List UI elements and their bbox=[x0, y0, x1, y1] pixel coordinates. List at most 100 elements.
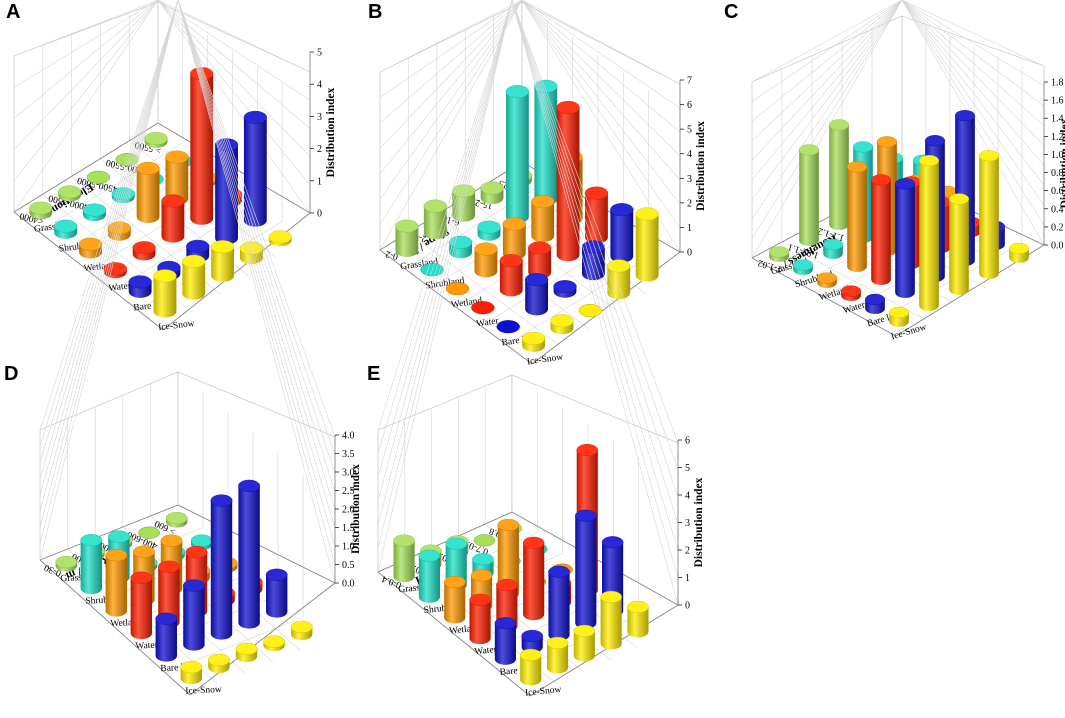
bar-water-1 bbox=[469, 593, 491, 645]
bar-ice-snow-1 bbox=[519, 648, 542, 686]
z-tick-label: 1 bbox=[687, 223, 692, 234]
bar-grassland-1 bbox=[395, 219, 419, 257]
bar-grassland-3 bbox=[828, 119, 850, 230]
bar-grassland-1 bbox=[393, 534, 415, 583]
bar-water-3 bbox=[522, 536, 545, 621]
z-tick-label: 2.0 bbox=[342, 505, 355, 516]
series-tick-label: Water bbox=[135, 641, 159, 652]
bar-wetland-2 bbox=[846, 161, 868, 272]
bar-ice-snow-3 bbox=[948, 193, 970, 295]
bar-grassland-3 bbox=[86, 170, 111, 184]
z-tick-label: 0.5 bbox=[342, 560, 355, 571]
bar-water-4 bbox=[556, 101, 580, 262]
bar-water-1 bbox=[130, 571, 153, 640]
z-tick-label: 5 bbox=[687, 125, 692, 136]
bar-ice-snow-4 bbox=[978, 150, 1000, 279]
bar-water-2 bbox=[132, 241, 156, 261]
bar-grassland-4 bbox=[480, 181, 504, 205]
bar-ice-snow-5 bbox=[635, 207, 659, 282]
z-axis-label: Distribution index bbox=[695, 121, 707, 211]
bar-bare-land-2 bbox=[521, 629, 543, 653]
z-tick-label: 0.6 bbox=[1051, 186, 1064, 197]
bar-shrubland-4 bbox=[505, 85, 530, 224]
z-tick-label: 5 bbox=[685, 463, 690, 474]
panel-c: C 0.0 0.2 0.4 0.6 0.8 1.0 1.2 1.4 1.6 1.8 Distribut… bbox=[724, 0, 1065, 342]
bar-bare-land-4 bbox=[214, 138, 239, 245]
bar-ice-snow-3 bbox=[573, 624, 596, 662]
z-tick-label: 2 bbox=[687, 198, 692, 209]
series-tick-label: Ice-Snow bbox=[158, 319, 195, 333]
z-axis: 0.0 0.2 0.4 0.6 0.8 1.0 1.2 1.4 1.6 1.8 Distributi… bbox=[1044, 78, 1065, 252]
bar-ice-snow-5 bbox=[268, 230, 292, 247]
z-tick-label: 0.4 bbox=[1051, 204, 1064, 215]
bar-shrubland-3 bbox=[477, 220, 501, 241]
z-tick-label: 0.0 bbox=[1051, 241, 1064, 252]
bar-ice-snow-1 bbox=[521, 331, 546, 352]
bar-grassland-1 bbox=[768, 246, 790, 262]
series-tick-label: Ice-Snow bbox=[185, 685, 222, 697]
z-tick-label: 2 bbox=[685, 546, 690, 557]
bar-grassland-1 bbox=[55, 555, 78, 572]
bar-bare-land-2 bbox=[524, 273, 549, 316]
bar-ice-snow-5 bbox=[290, 620, 313, 641]
z-tick-label: 1 bbox=[317, 176, 322, 187]
bar-wetland-1 bbox=[445, 282, 470, 296]
bar-wetland-1 bbox=[78, 237, 103, 259]
z-tick-label: 4 bbox=[317, 80, 322, 91]
bar-shrubland-1 bbox=[418, 549, 441, 603]
z-tick-label: 5 bbox=[317, 48, 322, 59]
z-tick-label: 0.2 bbox=[1051, 222, 1064, 233]
z-tick-label: 3.5 bbox=[342, 449, 355, 460]
bars bbox=[395, 79, 659, 352]
bar-grassland-2 bbox=[58, 185, 82, 202]
bar-shrubland-1 bbox=[792, 259, 814, 275]
bar-water-2 bbox=[158, 560, 180, 629]
bar-wetland-4 bbox=[165, 150, 189, 206]
bars bbox=[768, 110, 1030, 327]
panel-d: D 0.0 0.5 1.0 1.5 2.0 2.5 3.0 3.5 4.0 Distribution… bbox=[4, 0, 362, 697]
z-tick-label: 6 bbox=[685, 436, 690, 447]
bar-bare-land-3 bbox=[553, 280, 577, 298]
series-tick-label: Wetland bbox=[110, 618, 142, 630]
series-tick-label: Water bbox=[474, 645, 498, 657]
bar-ice-snow-1 bbox=[888, 306, 910, 327]
z-tick-label: 0.0 bbox=[342, 579, 355, 590]
bar-ice-snow-2 bbox=[918, 155, 940, 311]
z-tick-label: 3 bbox=[687, 174, 692, 185]
bar-water-4 bbox=[190, 67, 214, 225]
bar-bare-land-1 bbox=[496, 320, 520, 334]
bar-wetland-1 bbox=[816, 272, 838, 288]
z-axis-label: Distribution index bbox=[350, 464, 362, 554]
bar-ice-snow-5 bbox=[1008, 242, 1030, 263]
z-axis-label: Distribution index bbox=[1059, 118, 1065, 208]
z-axis: 0 1 2 3 4 5 Distribution index bbox=[310, 48, 337, 220]
bar-grassland-5 bbox=[144, 132, 168, 148]
z-axis-label: Distribution index bbox=[325, 87, 337, 177]
panel-label-c: C bbox=[724, 1, 738, 23]
bar-shrubland-2 bbox=[449, 235, 473, 259]
z-tick-label: 3 bbox=[317, 112, 322, 123]
z-tick-label: 1.8 bbox=[1051, 78, 1064, 89]
bar-water-3 bbox=[528, 241, 552, 279]
bar-wetland-1 bbox=[443, 575, 466, 624]
bars bbox=[55, 479, 313, 685]
series-tick-label: Grassland bbox=[60, 572, 99, 584]
series-tick-label: Water bbox=[476, 316, 500, 329]
panel-label-b: B bbox=[368, 1, 382, 23]
bar-ice-snow-2 bbox=[546, 636, 569, 674]
z-axis-label: Distribution index bbox=[693, 477, 705, 567]
z-tick-label: 4 bbox=[687, 149, 692, 160]
bar-wetland-2 bbox=[474, 242, 498, 278]
z-tick-label: 1.4 bbox=[1051, 114, 1064, 125]
bar-ice-snow-1 bbox=[180, 661, 203, 685]
bar-wetland-3 bbox=[502, 217, 526, 260]
z-tick-label: 2.5 bbox=[342, 486, 355, 497]
bar-water-5 bbox=[584, 186, 609, 244]
bar-bare-land-1 bbox=[128, 275, 152, 298]
bar-wetland-1 bbox=[105, 549, 128, 617]
z-axis: 0.0 0.5 1.0 1.5 2.0 2.5 3.0 3.5 4.0 Distribution … bbox=[335, 431, 362, 590]
bar-grassland-1 bbox=[29, 201, 53, 220]
z-axis: 0 1 2 3 4 5 6 Distribution index bbox=[678, 436, 705, 612]
